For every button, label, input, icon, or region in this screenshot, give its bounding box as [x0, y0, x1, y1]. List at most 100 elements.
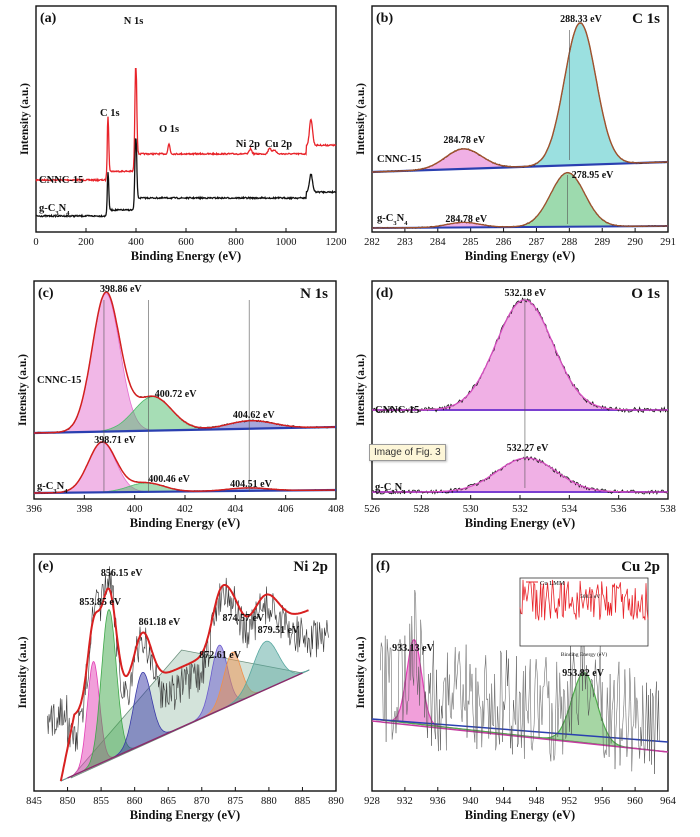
x-tick-label: 845 [26, 796, 42, 807]
x-axis-label: Binding Energy (eV) [465, 516, 575, 530]
x-tick-label: 0 [33, 237, 38, 248]
peak-label: N 1s [124, 16, 144, 27]
peak-label: 400.46 eV [148, 474, 190, 485]
plot-frame [33, 553, 337, 792]
x-tick-label: 400 [128, 237, 144, 248]
inset-peak-label: 568.3 eV [580, 594, 600, 600]
y-axis-label: Intensity (a.u.) [17, 636, 29, 708]
x-tick-label: 536 [611, 504, 627, 515]
peak-label: 404.62 eV [233, 410, 275, 421]
panel-label: (a) [40, 11, 57, 26]
x-tick-label: 398 [76, 504, 92, 515]
x-tick-label: 285 [463, 237, 479, 248]
x-tick-label: 885 [295, 796, 311, 807]
x-tick-label: 1000 [276, 237, 297, 248]
y-axis-label: Intensity (a.u.) [19, 83, 31, 155]
fit-envelope [372, 172, 668, 229]
inset-x-label: Binding Energy (eV) [561, 651, 608, 658]
y-axis-label: Intensity (a.u.) [355, 83, 367, 155]
x-tick-label: 964 [660, 796, 677, 807]
x-tick-label: 534 [561, 504, 578, 515]
peak-label: 404.51 eV [230, 479, 272, 490]
peak-label: 856.15 eV [101, 568, 143, 579]
panel-label: (c) [38, 286, 54, 301]
y-axis-label: Intensity (a.u.) [355, 354, 367, 426]
baseline [33, 425, 337, 435]
series-label-g-c3n4: g-C3N4 [37, 481, 68, 495]
x-tick-label: 406 [278, 504, 294, 515]
plot-frame [371, 5, 669, 233]
x-tick-label: 960 [627, 796, 643, 807]
y-axis-label: Intensity (a.u.) [355, 636, 367, 708]
series-label-g-c3n4: g-C3N4 [39, 203, 70, 217]
baseline [67, 672, 303, 779]
peak-label: 278.95 eV [572, 170, 614, 181]
x-tick-label: 289 [594, 237, 610, 248]
baseline [371, 718, 669, 743]
x-tick-label: 532 [512, 504, 528, 515]
x-tick-label: 402 [177, 504, 193, 515]
peak-label: 874.57 eV [222, 613, 264, 624]
x-tick-label: 600 [178, 237, 194, 248]
peak-label: 532.18 eV [504, 288, 546, 299]
x-tick-label: 932 [397, 796, 413, 807]
series-label-cnnc-15: CNNC-15 [375, 405, 419, 416]
peak-label: 284.78 eV [443, 135, 485, 146]
x-tick-label: 944 [496, 796, 513, 807]
peak-label: 853.85 eV [79, 597, 121, 608]
panel-c: 396 398 400 402 404 406 408 Binding Energy (eV)… [17, 280, 344, 530]
inset-spectrum [519, 579, 649, 621]
x-tick-label: 940 [463, 796, 479, 807]
peak-label: 284.78 eV [445, 214, 487, 225]
x-tick-label: 890 [328, 796, 344, 807]
raw-spectrum [372, 22, 669, 173]
panel-b: 282 283 284 285 286 287 288 289 290 291 Binding En… [355, 5, 676, 263]
series-label-cnnc-15: CNNC-15 [377, 154, 421, 165]
panel-title: C 1s [632, 11, 660, 27]
peak-fill [371, 22, 669, 173]
x-tick-label: 286 [496, 237, 512, 248]
x-tick-label: 948 [529, 796, 545, 807]
x-tick-label: 860 [127, 796, 143, 807]
peak-label: 288.33 eV [560, 14, 602, 25]
x-tick-label: 526 [364, 504, 380, 515]
x-tick-label: 404 [227, 504, 244, 515]
x-tick-label: 530 [463, 504, 479, 515]
x-axis-label: Binding Energy (eV) [131, 249, 241, 263]
peak-label: 879.51 eV [258, 625, 300, 636]
panel-title: Ni 2p [293, 559, 328, 575]
x-tick-label: 408 [328, 504, 344, 515]
series-cnnc-15 [35, 68, 337, 183]
peak-fill [372, 457, 668, 493]
x-tick-label: 850 [60, 796, 76, 807]
x-tick-label: 952 [561, 796, 577, 807]
series-label-g-c3n4: g-C3N4 [375, 482, 406, 496]
x-axis-label: Binding Energy (eV) [465, 249, 575, 263]
panel-label: (d) [376, 286, 393, 301]
panel-d: 526 528 530 532 534 536 538 Binding Energy (eV)… [355, 280, 676, 530]
peak-label: 861.18 eV [139, 617, 181, 628]
panel-label: (f) [376, 559, 390, 574]
x-tick-label: 288 [561, 237, 577, 248]
series-label-g-c3n4: g-C3N4 [377, 213, 408, 227]
peak-label: 933.13 eV [392, 643, 434, 654]
peak-fill [371, 172, 669, 229]
peak-label: Ni 2p [236, 139, 260, 150]
x-tick-label: 290 [627, 237, 643, 248]
peak-fill [372, 299, 668, 411]
x-axis-label: Binding Energy (eV) [465, 808, 575, 822]
panel-label: (e) [38, 559, 54, 574]
fit-envelope [59, 584, 309, 782]
inset-legend-label: Cu LMM [540, 580, 565, 587]
peak-fill [33, 441, 337, 494]
x-tick-label: 870 [194, 796, 210, 807]
baseline [371, 720, 669, 753]
x-tick-label: 875 [227, 796, 243, 807]
x-tick-label: 928 [364, 796, 380, 807]
fit-envelope [372, 299, 668, 411]
x-tick-label: 282 [364, 237, 380, 248]
panel-f: 928 932 936 940 944 948 952 956 960 964 Binding En… [355, 553, 677, 822]
panel-label: (b) [376, 11, 393, 26]
panel-a: 0 200 400 600 800 1000 1200 Binding Energy (eV)… [19, 5, 347, 263]
